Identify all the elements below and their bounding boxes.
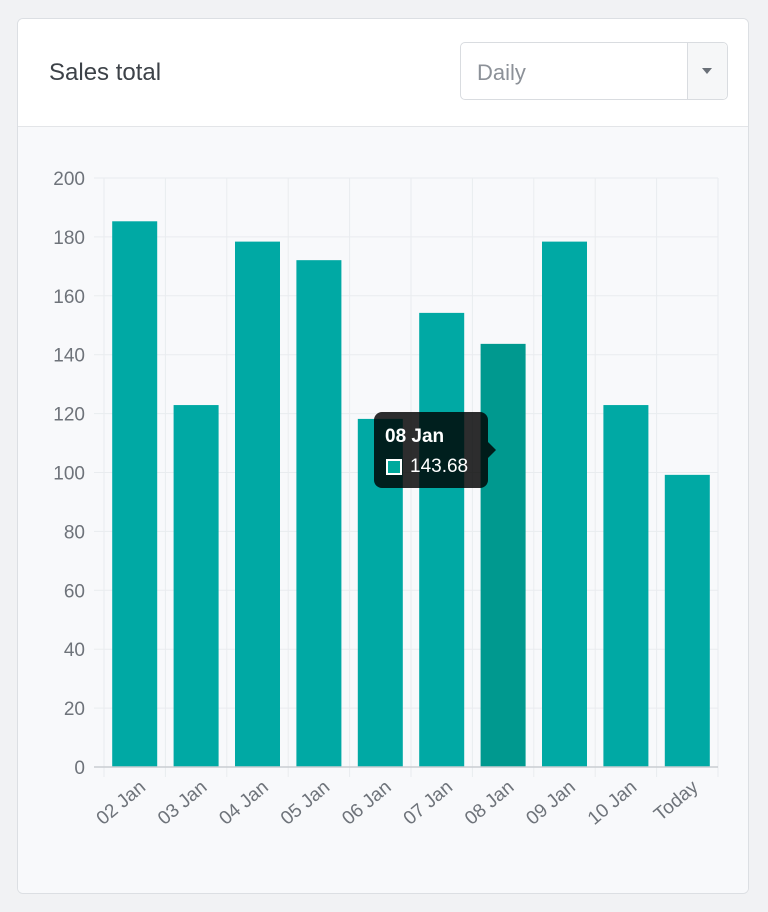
- y-tick-label: 160: [53, 287, 85, 308]
- y-tick-label: 180: [53, 228, 85, 249]
- period-select[interactable]: Daily: [460, 42, 728, 100]
- x-tick-label: 07 Jan: [400, 777, 457, 830]
- y-tick-label: 80: [64, 522, 85, 543]
- tooltip-swatch: [386, 459, 402, 475]
- bar-10-jan: [603, 405, 649, 767]
- x-tick-label: 06 Jan: [338, 777, 395, 830]
- x-tick-label: Today: [650, 776, 703, 825]
- x-tick-label: 05 Jan: [277, 777, 334, 830]
- bar-09-jan: [542, 241, 587, 767]
- x-tick-label: 08 Jan: [461, 777, 518, 830]
- bar-03-jan: [173, 405, 219, 767]
- bar-today: [664, 474, 710, 767]
- y-tick-label: 100: [53, 464, 85, 485]
- card-title: Sales total: [49, 59, 162, 86]
- x-tick-label: 04 Jan: [216, 777, 273, 830]
- y-tick-label: 40: [64, 640, 85, 661]
- x-tick-label: 10 Jan: [584, 777, 641, 830]
- y-tick-label: 20: [64, 699, 85, 720]
- bar-04-jan: [235, 241, 280, 767]
- bar-tooltip: 08 Jan 143.68: [374, 412, 496, 488]
- tooltip-value: 143.68: [410, 456, 469, 477]
- bar-05-jan: [296, 260, 342, 767]
- bar-08-jan: [480, 343, 526, 767]
- chart-area: 0 20 40 60 80 100 120 140 160 180 200 02 Jan 03 Jan 0…: [18, 127, 748, 893]
- x-tick-label: 03 Jan: [154, 777, 211, 830]
- card-header: Sales total Daily: [18, 19, 748, 127]
- y-tick-label: 60: [64, 581, 85, 602]
- x-tick-label: 02 Jan: [93, 777, 150, 830]
- y-tick-label: 120: [53, 405, 85, 426]
- y-tick-label: 200: [53, 169, 85, 190]
- y-tick-label: 140: [53, 346, 85, 367]
- period-select-value: Daily: [477, 60, 526, 85]
- bar-07-jan: [419, 312, 465, 767]
- y-tick-label: 0: [74, 758, 85, 779]
- chevron-down-icon: [702, 68, 712, 74]
- sales-total-card: Sales total Daily 0 20 40 60 80 100 120 140 160 1…: [17, 18, 749, 894]
- bar-02-jan: [112, 221, 158, 767]
- x-tick-label: 09 Jan: [523, 777, 580, 830]
- period-select-toggle[interactable]: [687, 43, 727, 99]
- tooltip-title: 08 Jan: [385, 426, 445, 447]
